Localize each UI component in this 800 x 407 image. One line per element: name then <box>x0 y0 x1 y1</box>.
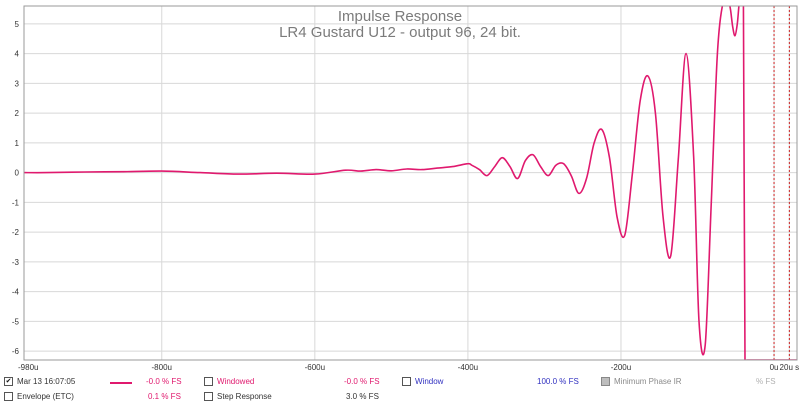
step-response-value: 3.0 % FS <box>346 392 379 401</box>
envelope-label: Envelope (ETC) <box>17 392 74 401</box>
y-axis-ticks: 5 4 3 2 1 0 -1 -2 -3 -4 -5 -6 <box>12 20 20 356</box>
chart-title: Impulse Response <box>338 8 462 25</box>
x-tick-label: 0u <box>770 363 779 370</box>
y-tick-label: 0 <box>15 169 20 178</box>
y-tick-label: -1 <box>12 198 20 207</box>
trace-label: Mar 13 16:07:05 <box>17 377 76 386</box>
x-tick-label: 20u s <box>780 363 800 370</box>
window-checkbox[interactable] <box>402 377 411 386</box>
y-tick-label: 4 <box>15 50 20 59</box>
x-tick-label: -600u <box>305 363 325 370</box>
cursor-markers <box>773 6 790 360</box>
step-response-label: Step Response <box>217 392 272 401</box>
y-tick-label: 2 <box>15 109 20 118</box>
step-response-checkbox[interactable] <box>204 392 213 401</box>
window-label: Window <box>415 377 444 386</box>
y-tick-label: -5 <box>12 317 20 326</box>
envelope-checkbox[interactable] <box>4 392 13 401</box>
trace-value: -0.0 % FS <box>146 377 182 386</box>
window-value: 100.0 % FS <box>537 377 579 386</box>
windowed-label: Windowed <box>217 377 255 386</box>
y-tick-label: -6 <box>12 347 20 356</box>
x-tick-label: -800u <box>152 363 172 370</box>
trace-checkbox[interactable]: ✔ <box>4 377 13 386</box>
y-tick-label: 5 <box>15 20 20 29</box>
y-tick-label: -3 <box>12 258 20 267</box>
legend-panel: ✔ Mar 13 16:07:05 -0.0 % FS Windowed -0.… <box>0 372 800 407</box>
trace-color-swatch <box>110 382 132 384</box>
plot-frame <box>23 5 798 361</box>
x-tick-label: -400u <box>458 363 478 370</box>
envelope-value: 0.1 % FS <box>148 392 181 401</box>
chart-subtitle: LR4 Gustard U12 - output 96, 24 bit. <box>279 24 521 41</box>
impulse-series-line <box>24 6 797 360</box>
minimum-phase-label: Minimum Phase IR <box>614 377 682 386</box>
plot-background <box>24 6 797 360</box>
x-tick-label: -980u <box>18 363 38 370</box>
y-tick-label: 1 <box>15 139 20 148</box>
windowed-checkbox[interactable] <box>204 377 213 386</box>
minimum-phase-value: % FS <box>756 377 776 386</box>
y-tick-label: 3 <box>15 79 20 88</box>
windowed-value: -0.0 % FS <box>344 377 380 386</box>
x-tick-label: -200u <box>611 363 631 370</box>
x-axis-ticks: -980u -800u -600u -400u -200u 0u 20u s <box>18 363 799 370</box>
y-tick-label: -4 <box>12 288 20 297</box>
minimum-phase-checkbox[interactable] <box>601 377 610 386</box>
series-layer <box>24 6 797 360</box>
y-tick-label: -2 <box>12 228 20 237</box>
